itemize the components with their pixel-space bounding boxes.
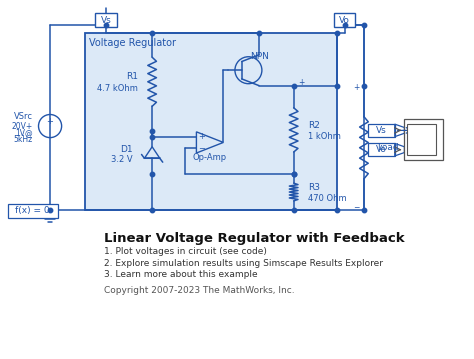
Text: +: + — [198, 132, 205, 141]
Text: f(x) = 0: f(x) = 0 — [16, 206, 50, 215]
Text: +: + — [353, 83, 359, 92]
Text: 1V@: 1V@ — [15, 128, 33, 137]
Bar — [8, 204, 58, 218]
Text: Load: Load — [377, 143, 399, 152]
Bar — [85, 33, 337, 210]
Text: 4.7 kOhm: 4.7 kOhm — [97, 84, 137, 93]
Text: 3.2 V: 3.2 V — [111, 155, 133, 164]
Text: Vo: Vo — [339, 16, 350, 25]
Bar — [334, 13, 356, 27]
Text: R2: R2 — [308, 121, 320, 130]
Text: 1 kOhm: 1 kOhm — [308, 132, 341, 141]
Text: Linear Voltage Regulator with Feedback: Linear Voltage Regulator with Feedback — [104, 232, 405, 245]
Text: R3: R3 — [308, 183, 320, 192]
Text: 5kHz: 5kHz — [13, 135, 33, 144]
Text: 1. Plot voltages in circuit (see code): 1. Plot voltages in circuit (see code) — [104, 247, 267, 256]
Text: +: + — [46, 117, 54, 126]
Text: 2. Explore simulation results using Simscape Results Explorer: 2. Explore simulation results using Sims… — [104, 259, 383, 268]
Text: D1: D1 — [120, 145, 133, 154]
Text: Copyright 2007-2023 The MathWorks, Inc.: Copyright 2007-2023 The MathWorks, Inc. — [104, 286, 295, 295]
Text: −: − — [198, 144, 205, 153]
Text: −: − — [353, 204, 359, 213]
Text: NPN: NPN — [250, 52, 269, 61]
Text: 20V+: 20V+ — [11, 122, 33, 131]
Text: Op-Amp: Op-Amp — [193, 153, 227, 162]
Text: +: + — [299, 78, 305, 87]
Text: VSrc: VSrc — [14, 112, 33, 121]
Text: Vs: Vs — [100, 16, 111, 25]
Bar — [95, 13, 117, 27]
Text: Vo: Vo — [376, 145, 387, 154]
Text: 470 Ohm: 470 Ohm — [308, 194, 346, 203]
Bar — [368, 124, 395, 137]
Text: Vs: Vs — [376, 126, 387, 135]
Bar — [368, 143, 395, 156]
Text: 3. Learn more about this example: 3. Learn more about this example — [104, 270, 257, 280]
Text: R1: R1 — [126, 73, 137, 81]
Text: Voltage Regulator: Voltage Regulator — [89, 38, 175, 48]
Bar — [404, 119, 443, 160]
Bar — [407, 124, 436, 155]
